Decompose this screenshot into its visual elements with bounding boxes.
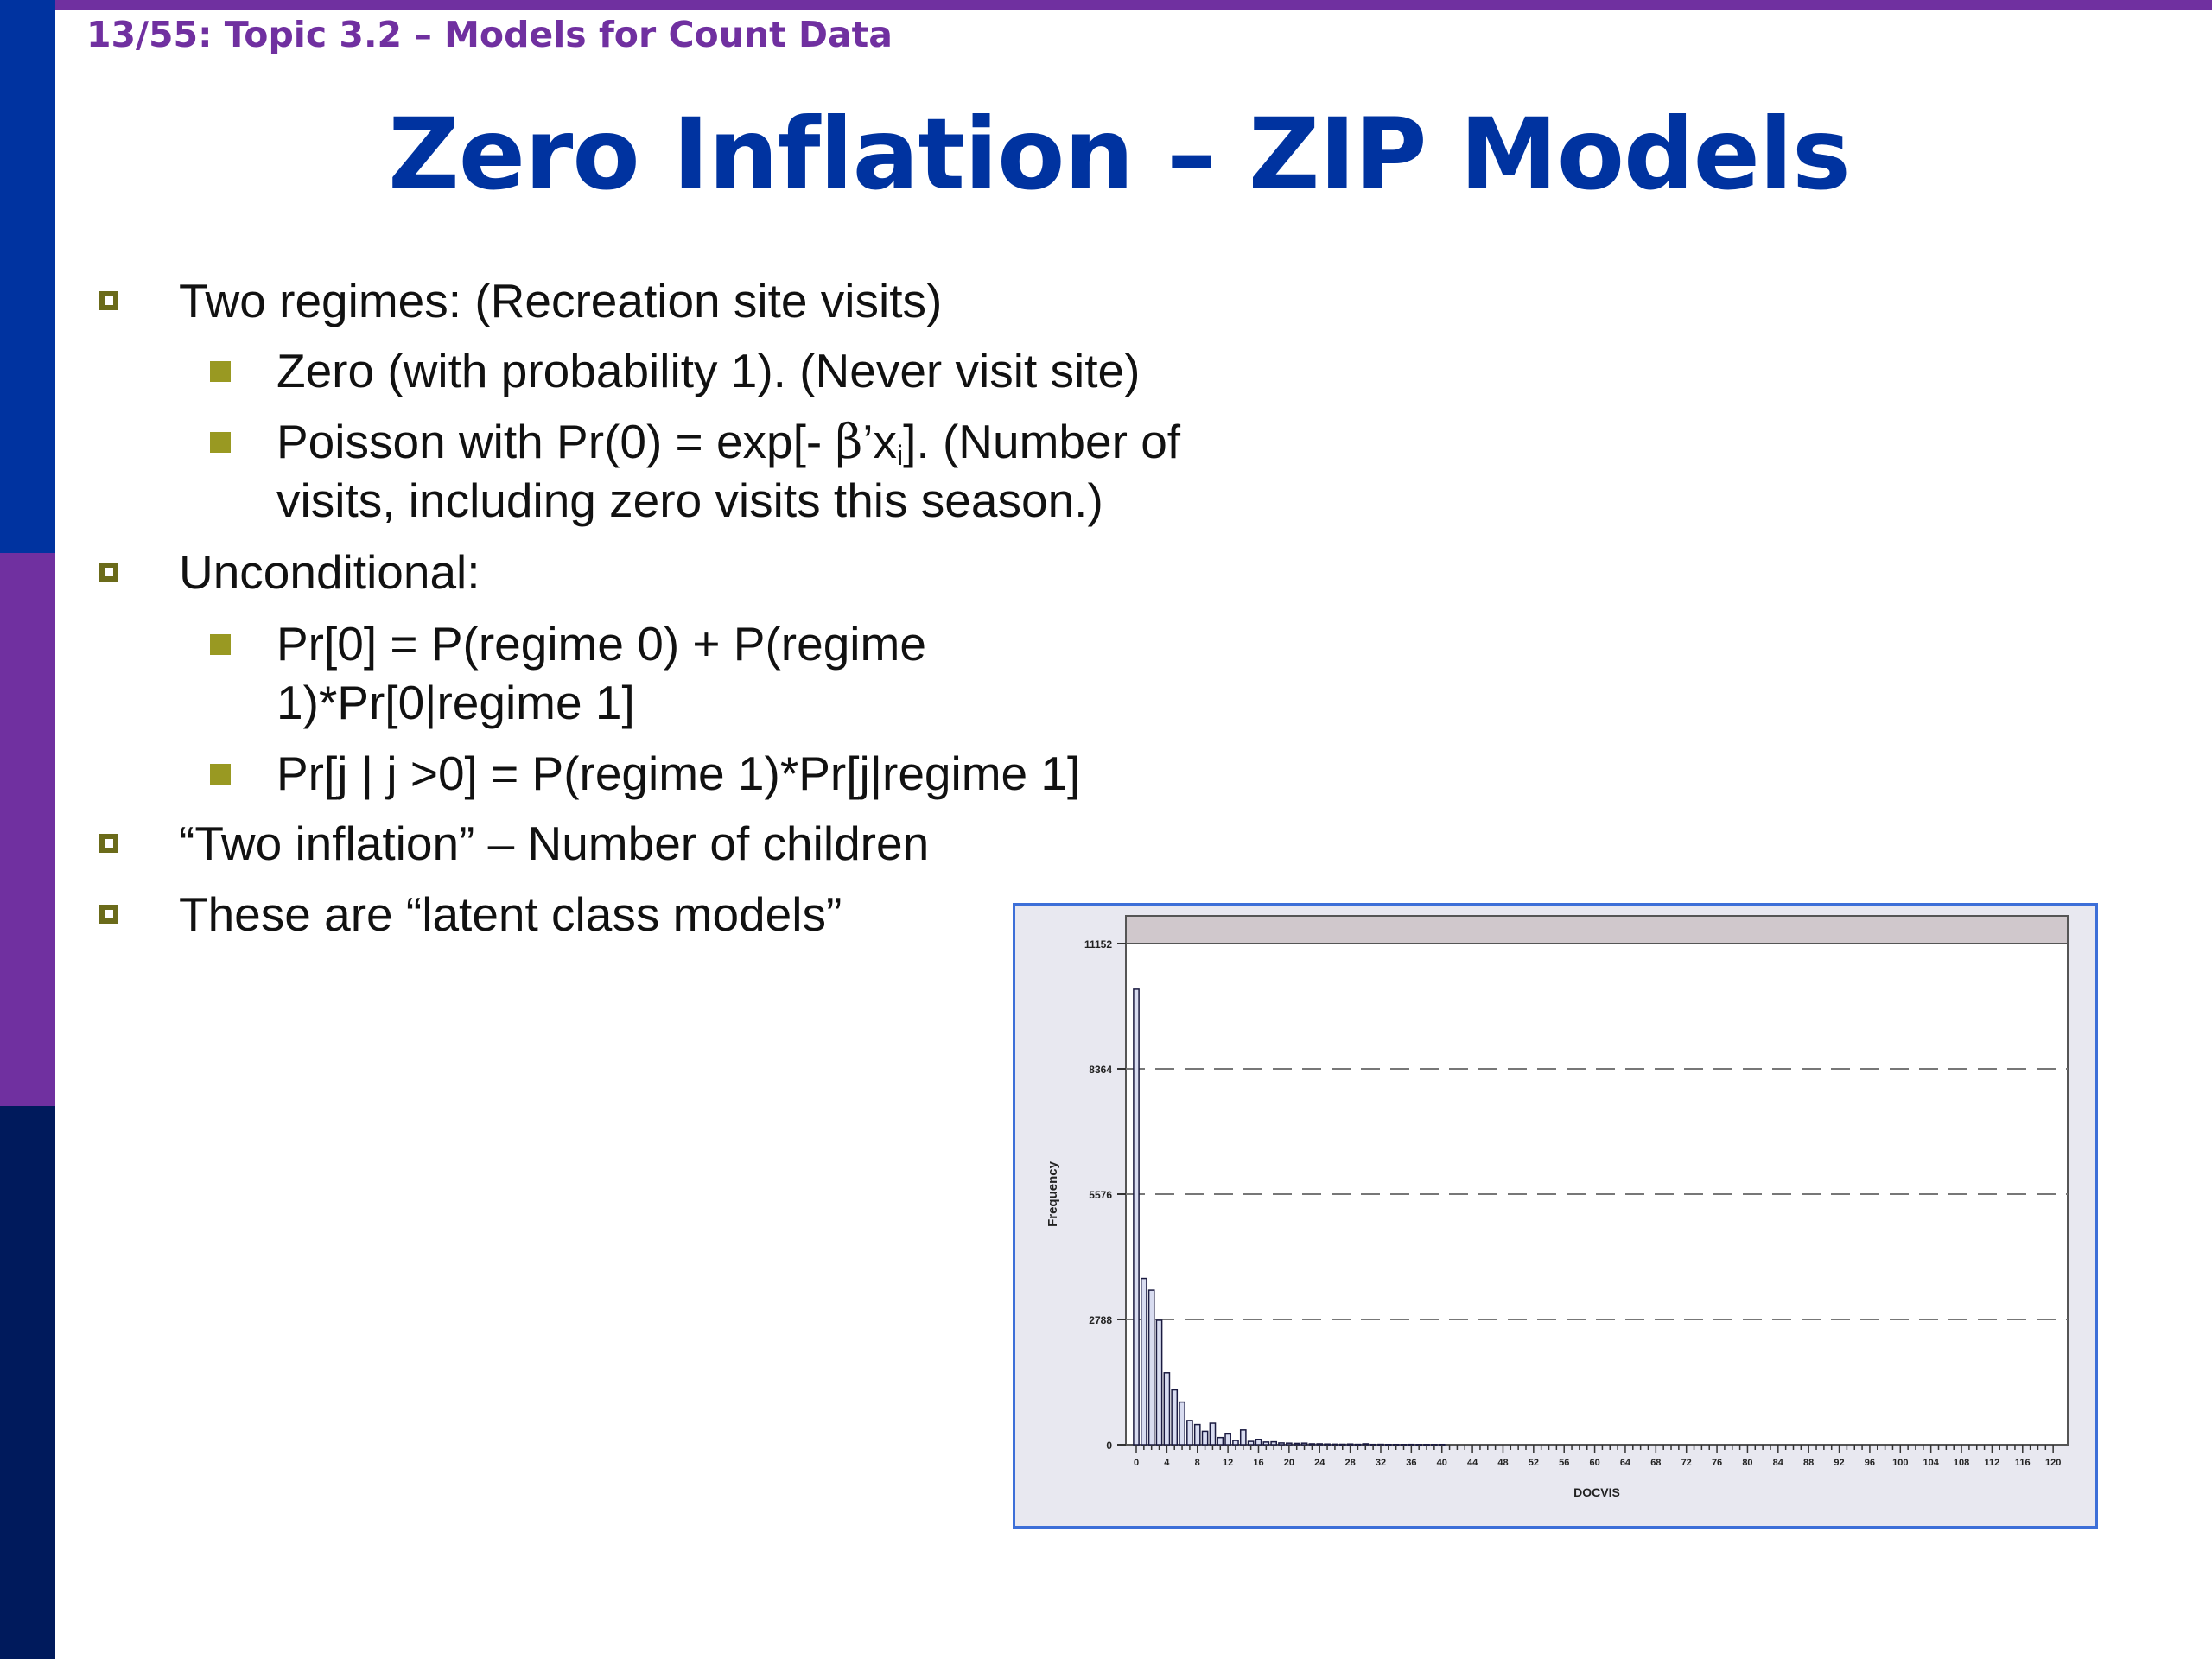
x-tick-label: 100 — [1892, 1458, 1908, 1468]
bullet-unconditional: Unconditional: — [179, 545, 480, 599]
y-tick-label: 2788 — [1089, 1314, 1112, 1326]
sub-bullet-poisson-line2: visits, including zero visits this seaso… — [276, 474, 1103, 527]
x-tick-label: 96 — [1865, 1458, 1875, 1468]
y-tick-label: 8364 — [1089, 1064, 1112, 1076]
x-tick-label: 104 — [1923, 1458, 1939, 1468]
histogram-bar — [1286, 1442, 1293, 1446]
x-tick-label: 60 — [1589, 1458, 1599, 1468]
sub-bullet-pr0: Pr[0] = P(regime 0) + P(regime — [276, 617, 926, 671]
slide-topic-header: 13/55: Topic 3.2 – Models for Count Data — [86, 14, 893, 55]
sub-bullet-prj: Pr[j | j >0] = P(regime 1)*Pr[j|regime 1… — [276, 747, 1081, 800]
histogram-bar — [1155, 1319, 1163, 1446]
histogram-bar — [1171, 1389, 1179, 1446]
histogram-bar — [1293, 1442, 1300, 1446]
histogram-bar — [1133, 988, 1140, 1446]
hollow-square-bullet-icon — [99, 563, 118, 582]
x-tick-label: 28 — [1344, 1458, 1355, 1468]
x-tick-label: 48 — [1497, 1458, 1508, 1468]
x-tick-label: 4 — [1164, 1458, 1170, 1468]
y-tick-label: 0 — [1106, 1440, 1112, 1452]
histogram-bar — [1247, 1440, 1255, 1446]
x-tick-label: 88 — [1803, 1458, 1814, 1468]
hollow-square-bullet-icon — [99, 905, 118, 924]
histogram-bar — [1362, 1443, 1370, 1446]
histogram-bar — [1239, 1429, 1247, 1446]
histogram-bar — [1270, 1440, 1278, 1446]
poisson-text-start: Poisson with Pr(0) = exp[- — [276, 415, 836, 468]
histogram-bar — [1209, 1422, 1217, 1446]
x-tick-label: 56 — [1559, 1458, 1569, 1468]
x-axis-label: DOCVIS — [1573, 1485, 1620, 1499]
x-tick-label: 64 — [1620, 1458, 1631, 1468]
x-tick-label: 76 — [1712, 1458, 1722, 1468]
x-tick-label: 0 — [1134, 1458, 1139, 1468]
histogram-bar — [1140, 1277, 1147, 1446]
sidebar-band-purple — [0, 553, 55, 1106]
y-axis-label: Frequency — [1046, 1160, 1060, 1227]
sub-bullet-poisson: Poisson with Pr(0) = exp[- β’xi]. (Numbe… — [276, 412, 1180, 485]
x-tick-label: 12 — [1223, 1458, 1233, 1468]
x-tick-label: 80 — [1742, 1458, 1752, 1468]
x-tick-label: 92 — [1834, 1458, 1844, 1468]
poisson-text-mid: ’x — [862, 415, 898, 468]
x-tick-label: 16 — [1253, 1458, 1263, 1468]
x-tick-label: 52 — [1529, 1458, 1539, 1468]
x-tick-label: 84 — [1773, 1458, 1784, 1468]
filled-square-bullet-icon — [210, 432, 231, 453]
x-tick-label: 24 — [1314, 1458, 1325, 1468]
histogram-bar — [1278, 1442, 1285, 1446]
top-accent-bar — [0, 0, 2212, 10]
x-tick-label: 36 — [1406, 1458, 1416, 1468]
histogram-bar — [1262, 1441, 1270, 1446]
x-tick-label: 40 — [1437, 1458, 1447, 1468]
x-tick-label: 108 — [1954, 1458, 1969, 1468]
y-tick-label: 11152 — [1084, 938, 1112, 950]
x-tick-label: 8 — [1195, 1458, 1200, 1468]
histogram-bar — [1147, 1289, 1155, 1446]
histogram-bar — [1232, 1440, 1239, 1446]
x-tick-label: 120 — [2045, 1458, 2061, 1468]
poisson-subscript: i — [897, 440, 904, 471]
x-tick-label: 72 — [1681, 1458, 1692, 1468]
histogram-bar — [1186, 1420, 1193, 1446]
x-tick-label: 32 — [1376, 1458, 1386, 1468]
hollow-square-bullet-icon — [99, 291, 118, 310]
x-tick-label: 44 — [1467, 1458, 1478, 1468]
histogram-bar — [1193, 1423, 1201, 1446]
beta-symbol: β — [835, 414, 863, 469]
x-tick-label: 20 — [1284, 1458, 1294, 1468]
histogram-bar — [1316, 1443, 1324, 1446]
histogram-bar — [1179, 1401, 1185, 1446]
x-tick-label: 68 — [1650, 1458, 1661, 1468]
poisson-text-end: ]. (Number of — [903, 415, 1181, 468]
filled-square-bullet-icon — [210, 361, 231, 382]
histogram-bar — [1163, 1372, 1171, 1446]
x-tick-label: 116 — [2015, 1458, 2031, 1468]
sidebar-band-navy — [0, 1106, 55, 1659]
filled-square-bullet-icon — [210, 764, 231, 785]
sub-bullet-zero: Zero (with probability 1). (Never visit … — [276, 344, 1141, 397]
histogram-bar — [1224, 1433, 1231, 1446]
sidebar-band-blue — [0, 0, 55, 553]
hollow-square-bullet-icon — [99, 834, 118, 853]
histogram-bar — [1201, 1430, 1209, 1446]
histogram-bar — [1300, 1442, 1308, 1446]
histogram-chart: 0 2788 5576 8364 11152 0 4 8 12 16 20 24 28 32 36 40 44… — [1013, 903, 2098, 1529]
filled-square-bullet-icon — [210, 634, 231, 655]
histogram-bar — [1308, 1443, 1316, 1446]
x-tick-label: 112 — [1985, 1458, 2000, 1468]
bullet-two-regimes: Two regimes: (Recreation site visits) — [179, 274, 943, 327]
bullet-latent-class: These are “latent class models” — [179, 887, 842, 941]
bullet-two-inflation: “Two inflation” – Number of children — [179, 817, 930, 870]
slide-title: Zero Inflation – ZIP Models — [388, 97, 1851, 212]
histogram-bar — [1217, 1436, 1224, 1446]
y-tick-label: 5576 — [1089, 1189, 1112, 1201]
sub-bullet-pr0-line2: 1)*Pr[0|regime 1] — [276, 676, 635, 729]
chart-header-band — [1125, 915, 2069, 944]
histogram-bar — [1255, 1439, 1262, 1446]
